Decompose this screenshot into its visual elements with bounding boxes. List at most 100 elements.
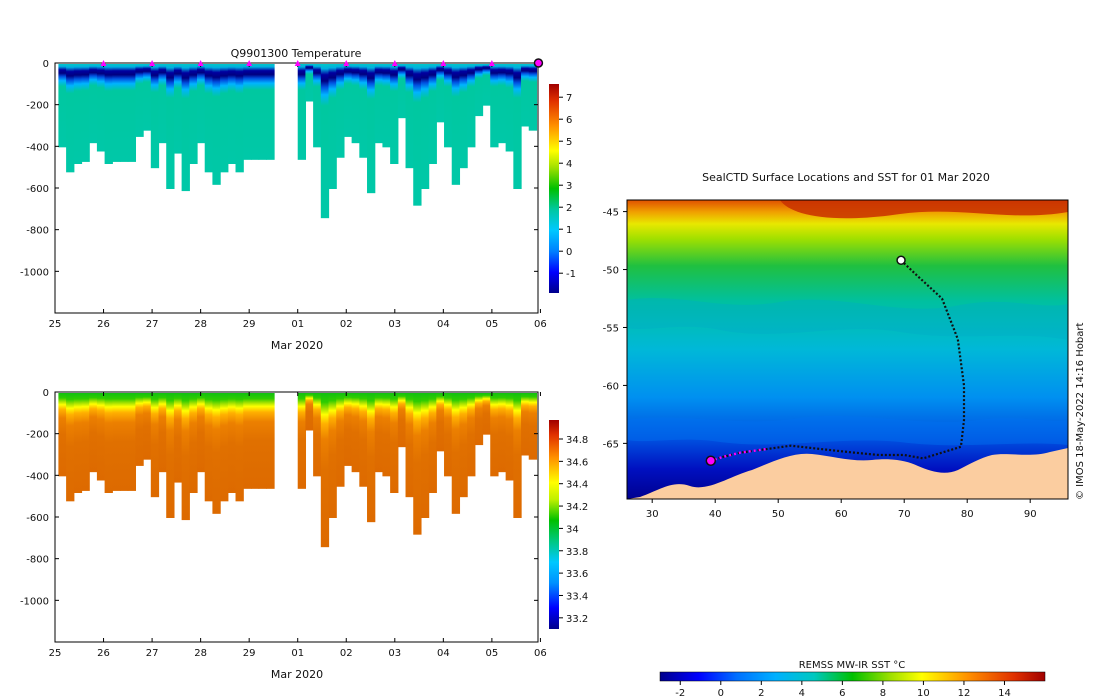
x-tick-label: 02	[340, 319, 353, 330]
profile-column	[250, 393, 260, 489]
profile-column	[135, 393, 144, 466]
profile-column	[58, 393, 67, 477]
profile-column	[497, 64, 507, 144]
profile-column	[420, 64, 430, 189]
sst-colorbar-tick-label: 0	[718, 688, 724, 699]
profile-column	[66, 393, 75, 502]
profile-column	[444, 393, 453, 477]
profile-column	[112, 64, 121, 162]
x-tick-label: 27	[146, 319, 159, 330]
colorbar-tick-label: 34.4	[566, 480, 588, 491]
x-tick-label: 05	[486, 319, 499, 330]
profile-column	[313, 393, 322, 477]
profile-column	[127, 64, 137, 162]
profile-column	[528, 64, 538, 131]
colorbar-tick-label: 33.2	[566, 614, 588, 625]
profile-column	[112, 393, 121, 491]
map-y-tick-label: -60	[603, 381, 619, 392]
sst-colorbar-ticks: -2 0 2 4 6 8 10 12 14	[675, 681, 1011, 699]
temperature-colorbar	[549, 84, 559, 293]
seal-track-recent	[710, 448, 766, 462]
profile-column	[305, 64, 314, 102]
y-tick-label: 0	[43, 59, 49, 70]
antarctica-land	[627, 448, 1068, 499]
profile-column	[436, 64, 445, 123]
profile-column	[490, 393, 499, 477]
y-tick-label: -400	[26, 142, 49, 153]
profile-column	[451, 64, 461, 185]
profile-marker	[343, 60, 350, 66]
profile-column	[197, 393, 206, 473]
profile-column	[96, 393, 106, 481]
profile-column	[197, 64, 206, 144]
profile-column	[158, 64, 167, 144]
profile-column	[397, 64, 407, 119]
x-tick-label: 06	[534, 648, 547, 659]
temperature-title: Q9901300 Temperature	[231, 47, 362, 60]
profile-marker	[488, 60, 495, 66]
profile-column	[490, 64, 499, 148]
x-tick-label: 25	[49, 319, 62, 330]
x-tick-label: 05	[486, 648, 499, 659]
x-tick-label: 25	[49, 648, 62, 659]
profile-column	[181, 393, 190, 521]
current-position-marker	[705, 455, 717, 467]
profile-column	[235, 393, 244, 502]
profile-column	[220, 64, 229, 173]
map-x-tick-label: 70	[898, 509, 911, 520]
y-tick-label: -400	[26, 471, 49, 482]
sst-colorbar-label: REMSS MW-IR SST °C	[799, 660, 906, 671]
profile-column	[181, 64, 190, 192]
sst-colorbar-tick-label: 10	[917, 688, 930, 699]
profile-column	[467, 393, 476, 477]
salinity-profiles	[58, 393, 538, 548]
profile-column	[66, 64, 75, 173]
sst-colorbar-tick-label: 12	[958, 688, 971, 699]
x-tick-label: 26	[97, 319, 110, 330]
profile-column	[521, 393, 530, 456]
profile-column	[166, 393, 175, 518]
profile-column	[367, 393, 376, 523]
profile-column	[382, 393, 391, 477]
profile-column	[451, 393, 461, 514]
warm-front	[780, 200, 1068, 219]
profile-column	[297, 393, 307, 489]
profile-column	[189, 64, 198, 164]
profile-column	[505, 393, 514, 481]
salinity-panel: 25 26 27 28 29 01 02 03 04 05 06 0 -200 -400 -600 -800 -…	[20, 388, 588, 681]
profile-column	[212, 64, 221, 185]
profile-column	[467, 64, 476, 148]
temperature-xlabel: Mar 2020	[271, 339, 323, 352]
profile-column	[382, 64, 391, 148]
profile-marker	[391, 60, 398, 66]
profile-column	[143, 64, 152, 131]
profile-marker	[246, 60, 253, 66]
map-x-tick-label: 90	[1024, 509, 1037, 520]
colorbar-tick-label: 33.4	[566, 591, 588, 602]
profile-column	[328, 393, 337, 518]
map-y-tick-label: -50	[603, 266, 619, 277]
profile-column	[359, 393, 368, 487]
profile-column	[243, 393, 252, 489]
profile-column	[150, 393, 160, 498]
profile-column	[204, 64, 214, 173]
profile-marker	[440, 60, 447, 66]
salinity-xlabel: Mar 2020	[271, 668, 323, 681]
profile-column	[189, 393, 198, 493]
profile-column	[135, 64, 144, 137]
x-tick-label: 26	[97, 648, 110, 659]
map-y-tick-label: -65	[603, 439, 619, 450]
map-y-tick-label: -45	[603, 208, 619, 219]
profile-column	[343, 393, 353, 466]
y-tick-label: -1000	[20, 267, 49, 278]
sst-colorbar-tick-label: 2	[758, 688, 764, 699]
profile-column	[343, 64, 353, 137]
profile-column	[313, 64, 322, 148]
profile-column	[521, 64, 530, 127]
profile-column	[474, 393, 484, 446]
track-start-marker	[896, 255, 906, 266]
temperature-colorbar-ticks: -1 0 1 2 3 4 5 6 7	[559, 93, 576, 280]
map-axes: 30 40 50 60 70 80 90 -45 -50 -55 -60 -65	[603, 208, 1037, 520]
profile-column	[482, 393, 491, 435]
y-tick-label: -600	[26, 513, 49, 524]
